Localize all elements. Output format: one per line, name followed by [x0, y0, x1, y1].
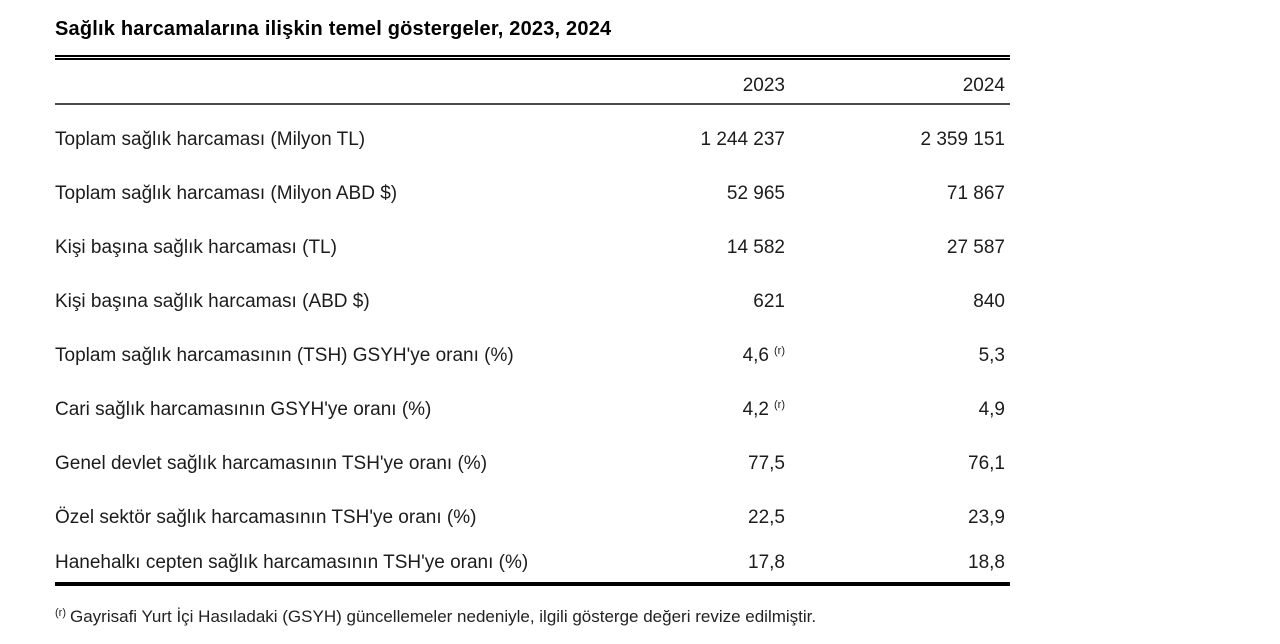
table-row: Cari sağlık harcamasının GSYH'ye oranı (… [55, 375, 1010, 429]
value-2023: 77,5 [605, 453, 785, 474]
row-label: Toplam sağlık harcaması (Milyon TL) [55, 129, 366, 150]
row-label: Toplam sağlık harcamasının (TSH) GSYH'ye… [55, 345, 514, 366]
value-2024: 4,9 [978, 399, 1005, 420]
row-label: Toplam sağlık harcaması (Milyon ABD $) [55, 183, 398, 204]
value-2023: 1 244 237 [605, 129, 785, 150]
table-row: Toplam sağlık harcamasının (TSH) GSYH'ye… [55, 321, 1010, 375]
value-2023-number: 621 [753, 291, 785, 312]
value-2024: 2 359 151 [920, 129, 1005, 150]
row-label: Cari sağlık harcamasının GSYH'ye oranı (… [55, 399, 432, 420]
value-2024: 840 [973, 291, 1005, 312]
health-expenditure-indicators-page: Sağlık harcamalarına ilişkin temel göste… [55, 0, 1010, 631]
value-2023: 14 582 [605, 237, 785, 258]
footnote-marker: (r) [55, 607, 66, 619]
row-label: Hanehalkı cepten sağlık harcamasının TSH… [55, 552, 529, 573]
table-row: Özel sektör sağlık harcamasının TSH'ye o… [55, 483, 1010, 537]
value-2023-number: 17,8 [748, 552, 785, 573]
value-2023: 52 965 [605, 183, 785, 204]
table-footnote: (r) Gayrisafi Yurt İçi Hasıladaki (GSYH) … [55, 586, 1010, 631]
value-2024: 27 587 [946, 237, 1005, 258]
value-2023-number: 77,5 [748, 453, 785, 474]
table-row: Toplam sağlık harcaması (Milyon TL) 1 24… [55, 105, 1010, 159]
row-label: Özel sektör sağlık harcamasının TSH'ye o… [55, 507, 477, 528]
table-header-row: 2023 2024 [55, 60, 1010, 105]
row-label: Genel devlet sağlık harcamasının TSH'ye … [55, 453, 488, 474]
value-2024: 5,3 [978, 345, 1005, 366]
column-header-2024: 2024 [962, 75, 1005, 96]
value-2023-number: 1 244 237 [700, 129, 785, 150]
value-2023-number: 14 582 [726, 237, 785, 258]
value-2023: 22,5 [605, 507, 785, 528]
table-row: Hanehalkı cepten sağlık harcamasının TSH… [55, 537, 1010, 582]
column-header-2023: 2023 [742, 75, 785, 96]
page-title: Sağlık harcamalarına ilişkin temel göste… [55, 18, 612, 40]
value-2023-number: 4,6 [742, 345, 769, 366]
revision-superscript: (r) [774, 399, 785, 411]
value-2023: 621 [605, 291, 785, 312]
revision-superscript: (r) [774, 345, 785, 357]
value-2023: 17,8 [605, 552, 785, 573]
value-2023-number: 4,2 [742, 399, 769, 420]
table-row: Genel devlet sağlık harcamasının TSH'ye … [55, 429, 1010, 483]
footnote-text: Gayrisafi Yurt İçi Hasıladaki (GSYH) gün… [70, 607, 817, 626]
table-row: Toplam sağlık harcaması (Milyon ABD $) 5… [55, 159, 1010, 213]
value-2024: 18,8 [968, 552, 1005, 573]
row-label: Kişi başına sağlık harcaması (TL) [55, 237, 337, 258]
indicators-table: 2023 2024 Toplam sağlık harcaması (Milyo… [55, 55, 1010, 586]
row-label: Kişi başına sağlık harcaması (ABD $) [55, 291, 370, 312]
value-2023-number: 22,5 [748, 507, 785, 528]
value-2023: 4,2 (r) [605, 399, 785, 420]
table-row: Kişi başına sağlık harcaması (ABD $) 621… [55, 267, 1010, 321]
value-2023: 4,6 (r) [605, 345, 785, 366]
table-row: Kişi başına sağlık harcaması (TL) 14 582… [55, 213, 1010, 267]
value-2024: 76,1 [968, 453, 1005, 474]
value-2023-number: 52 965 [726, 183, 785, 204]
value-2024: 71 867 [946, 183, 1005, 204]
value-2024: 23,9 [968, 507, 1005, 528]
